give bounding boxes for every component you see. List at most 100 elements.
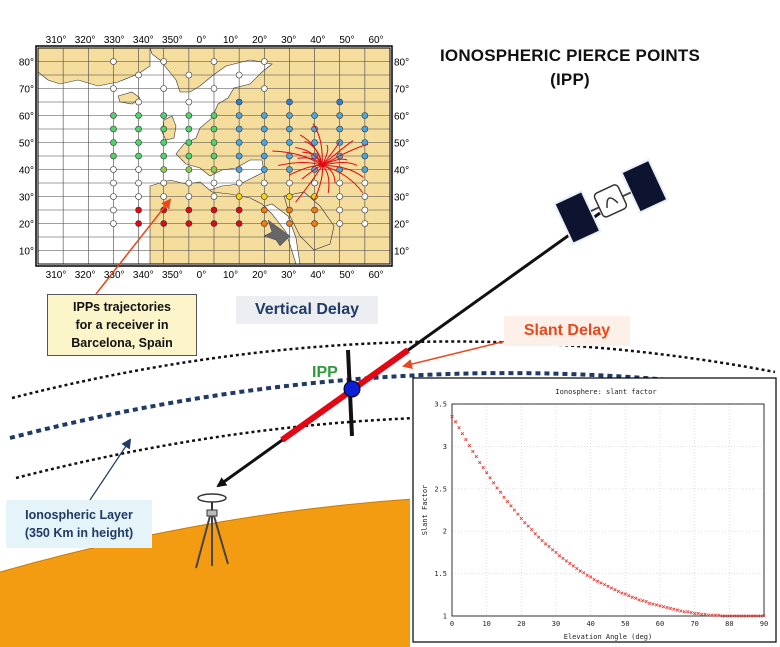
ipps-callout-line-3: Barcelona, Spain [71, 336, 173, 350]
ipp-grid-point [235, 139, 243, 146]
ipp-grid-point [110, 220, 117, 227]
slant-factor-point [488, 476, 492, 480]
ipp-grid-point [110, 125, 117, 133]
ipp-trajectory [312, 123, 323, 166]
ionospheric-layer-arrow [89, 438, 132, 501]
slant-factor-point [474, 454, 478, 459]
ipp-grid-point [110, 139, 117, 146]
slant-factor-point [471, 449, 475, 454]
ipp-grid-point [110, 112, 117, 119]
ipp-grid-point [286, 206, 293, 214]
ipp-grid-point [160, 179, 168, 187]
ipp-grid-point [361, 193, 369, 200]
slant-factor-point [679, 609, 683, 613]
map-top-tick: 330° [104, 35, 125, 46]
ipp-grid-point [235, 193, 243, 200]
slant-factor-point [672, 607, 676, 611]
plot-panel [412, 377, 777, 643]
ipp-grid-point [210, 58, 218, 65]
ipps-callout-line-2: for a receiver in [75, 318, 169, 332]
ionospheric-layer-line-1: Ionospheric Layer [25, 508, 133, 522]
line-of-sight [216, 211, 601, 488]
ipp-grid-point [185, 152, 193, 160]
ipp-trajectories [272, 123, 369, 203]
ipp-grid-point [235, 166, 243, 173]
slant-factor-point [609, 586, 614, 590]
ipp-grid-point [210, 139, 218, 146]
slant-factor-point [540, 538, 544, 543]
ipps-callout-arrow [95, 198, 172, 295]
map-right-lat-tick: 20° [394, 220, 409, 231]
slant-factor-point [602, 582, 607, 587]
ipps-callout: IPPs trajectories for a receiver in Barc… [47, 294, 197, 356]
ipp-grid-point [361, 179, 369, 187]
ipp-grid-point [286, 152, 293, 160]
map-right-lat-tick: 10° [394, 247, 409, 258]
slant-factor-point [457, 426, 461, 430]
map-right-lat-tick: 40° [394, 166, 409, 177]
x-axis-label: Elevation Angle (deg) [564, 633, 653, 641]
slant-factor-point [592, 577, 596, 582]
slant-factor-point [755, 614, 759, 618]
slant-factor-point [689, 610, 693, 615]
map-top-tick: 60° [368, 35, 383, 46]
slant-factor-point [568, 561, 572, 566]
ipp-grid-point [110, 58, 117, 65]
slant-factor-point [630, 595, 634, 600]
ipp-trajectory [295, 165, 323, 203]
slant-factor-point [706, 613, 711, 617]
slant-factor-point [724, 614, 728, 618]
ipp-grid-point [210, 220, 218, 227]
ipp-grid-point [311, 179, 318, 187]
ipp-grid-point [210, 179, 218, 187]
ipp-grid-point [286, 220, 293, 227]
map-bottom-tick: 50° [339, 270, 354, 281]
y-tick-label: 1.5 [434, 570, 447, 578]
slant-factor-point [599, 581, 603, 585]
map-left-lat-tick: 70° [19, 85, 34, 96]
map-bottom-tick: 0° [197, 270, 207, 281]
ipp-grid-point [260, 220, 268, 227]
slant-factor-point [758, 614, 763, 618]
slant-factor-point [665, 605, 669, 610]
ionospheric-layer-line-2: (350 Km in height) [24, 526, 134, 540]
ipp-grid-point [210, 112, 218, 119]
ipp-grid-point [185, 206, 193, 214]
y-tick-label: 2.5 [434, 485, 447, 493]
ipp-grid-point [135, 152, 142, 160]
slant-factor-point [519, 516, 524, 521]
slant-factor-points [450, 415, 766, 618]
slant-delay-arrow [402, 339, 511, 369]
ipp-trajectory [321, 158, 348, 166]
map-bottom-tick: 310° [46, 270, 67, 281]
map-bottom-tick: 320° [75, 270, 96, 281]
y-tick-label: 2 [443, 528, 447, 536]
slant-factor-point [720, 614, 725, 618]
map-top-tick: 20° [252, 35, 267, 46]
slant-factor-point [696, 611, 700, 616]
slant-factor-point [627, 593, 631, 598]
map-top-tick: 50° [339, 35, 354, 46]
ipp-grid-point [185, 112, 193, 119]
slant-factor-point [478, 460, 482, 465]
ipp-grid-point [286, 193, 293, 200]
map-right-lat-tick: 50° [394, 139, 409, 150]
plot-title: Ionosphere: slant factor [555, 388, 656, 396]
slant-factor-point [578, 569, 582, 573]
map-left-lat-tick: 20° [19, 220, 34, 231]
slant-factor-point [588, 575, 593, 579]
ipp-trajectory [321, 164, 336, 184]
ipp-grid-point [336, 98, 344, 106]
ipp-grid-point [336, 206, 344, 214]
ipp-grid-point [361, 166, 369, 173]
slant-factor-point [557, 554, 562, 558]
y-tick-label: 3 [443, 443, 447, 451]
slant-factor-point [613, 588, 617, 592]
ipp-grid-point [336, 125, 344, 133]
ipp-grid-point [260, 125, 268, 133]
slant-factor-point [606, 584, 610, 589]
plot-axes-box [451, 403, 765, 617]
x-tick-label: 0 [450, 620, 454, 628]
slant-factor-point [647, 601, 652, 605]
ipp-grid-point [110, 85, 117, 92]
